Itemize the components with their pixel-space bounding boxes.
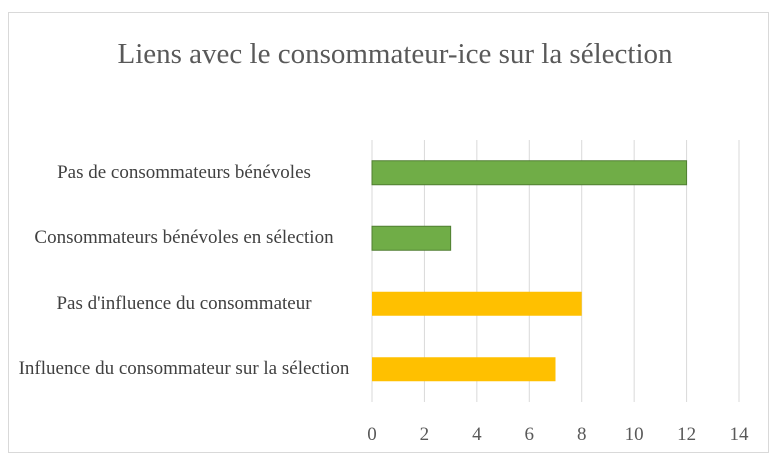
y-tick-label: Consommateurs bénévoles en sélection bbox=[34, 227, 334, 249]
y-tick-label: Influence du consommateur sur la sélecti… bbox=[18, 358, 350, 380]
bar bbox=[371, 225, 452, 251]
chart-title: Liens avec le consommateur-ice sur la sé… bbox=[117, 38, 673, 70]
x-tick-label: 2 bbox=[420, 424, 430, 445]
x-tick-label: 6 bbox=[525, 424, 535, 445]
x-tick-label: 0 bbox=[367, 424, 377, 445]
bar bbox=[372, 357, 556, 382]
chart-border bbox=[8, 12, 769, 453]
x-tick-label: 10 bbox=[625, 424, 644, 445]
y-tick-label: Pas d'influence du consommateur bbox=[56, 292, 312, 314]
bar bbox=[372, 291, 582, 316]
bar bbox=[371, 160, 688, 186]
x-tick-label: 4 bbox=[472, 424, 482, 445]
x-tick-label: 8 bbox=[577, 424, 587, 445]
x-tick-label: 14 bbox=[730, 424, 750, 445]
x-tick-label: 12 bbox=[677, 424, 696, 445]
y-tick-label: Pas de consommateurs bénévoles bbox=[57, 161, 311, 183]
